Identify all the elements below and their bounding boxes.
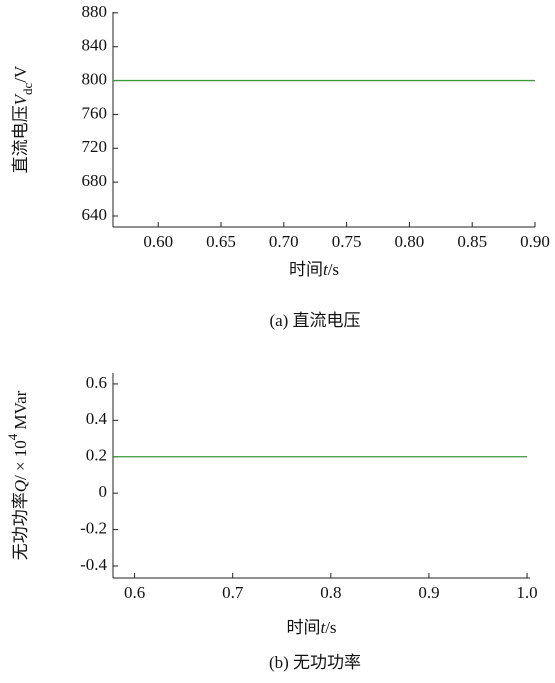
y-axis-label: 直流电压Vdc/V bbox=[11, 65, 36, 173]
y-label-text: 直流电压 bbox=[11, 105, 30, 173]
x-label-var: t bbox=[323, 260, 329, 279]
y-tick-label: 0.6 bbox=[86, 373, 107, 392]
x-tick-label: 0.80 bbox=[395, 232, 425, 251]
x-tick-label: 1.0 bbox=[516, 583, 537, 602]
y-tick-label: 720 bbox=[82, 137, 108, 156]
x-tick-label: 0.85 bbox=[457, 232, 487, 251]
x-tick-label: 0.90 bbox=[520, 232, 550, 251]
x-tick-label: 0.8 bbox=[320, 583, 341, 602]
y-label-var: Q bbox=[11, 480, 30, 492]
x-tick-label: 0.9 bbox=[418, 583, 439, 602]
caption: (b) 无功功率 bbox=[269, 653, 361, 672]
x-tick-label: 0.70 bbox=[269, 232, 299, 251]
y-label-unit: / × 10 bbox=[11, 440, 30, 480]
y-axis-label: 无功功率Q/ × 104 MVar bbox=[5, 390, 29, 560]
x-tick-label: 0.60 bbox=[143, 232, 173, 251]
y-tick-label: 800 bbox=[82, 69, 108, 88]
y-tick-label: 640 bbox=[82, 205, 108, 224]
y-tick-label: 0.4 bbox=[86, 409, 108, 428]
y-tick-label: 840 bbox=[82, 36, 108, 55]
y-label-tail: MVar bbox=[11, 390, 30, 433]
y-tick-label: 0.2 bbox=[86, 446, 107, 465]
x-tick-label: 0.65 bbox=[206, 232, 236, 251]
y-label-sup: 4 bbox=[5, 433, 20, 440]
x-label-unit: /s bbox=[325, 618, 336, 637]
x-label-var: t bbox=[320, 618, 326, 637]
x-axis-label: 时间t/s bbox=[289, 260, 339, 279]
y-label-var: V bbox=[11, 92, 30, 105]
y-tick-label: -0.4 bbox=[80, 555, 107, 574]
x-tick-label: 0.75 bbox=[332, 232, 362, 251]
y-tick-label: 760 bbox=[82, 103, 108, 122]
x-tick-label: 0.6 bbox=[124, 583, 145, 602]
x-axis-label: 时间t/s bbox=[286, 618, 336, 637]
caption: (a) 直流电压 bbox=[269, 311, 360, 330]
y-tick-label: 680 bbox=[82, 171, 108, 190]
y-tick-label: 880 bbox=[82, 2, 108, 21]
x-tick-label: 0.7 bbox=[222, 583, 244, 602]
y-label-sub: dc bbox=[20, 82, 35, 95]
y-tick-label: -0.2 bbox=[80, 518, 107, 537]
y-label-unit: /V bbox=[11, 65, 30, 83]
x-label-text: 时间 bbox=[289, 260, 323, 279]
y-label-text: 无功功率 bbox=[11, 492, 30, 560]
y-tick-label: 0 bbox=[99, 482, 108, 501]
x-label-text: 时间 bbox=[286, 618, 320, 637]
x-label-unit: /s bbox=[328, 260, 339, 279]
